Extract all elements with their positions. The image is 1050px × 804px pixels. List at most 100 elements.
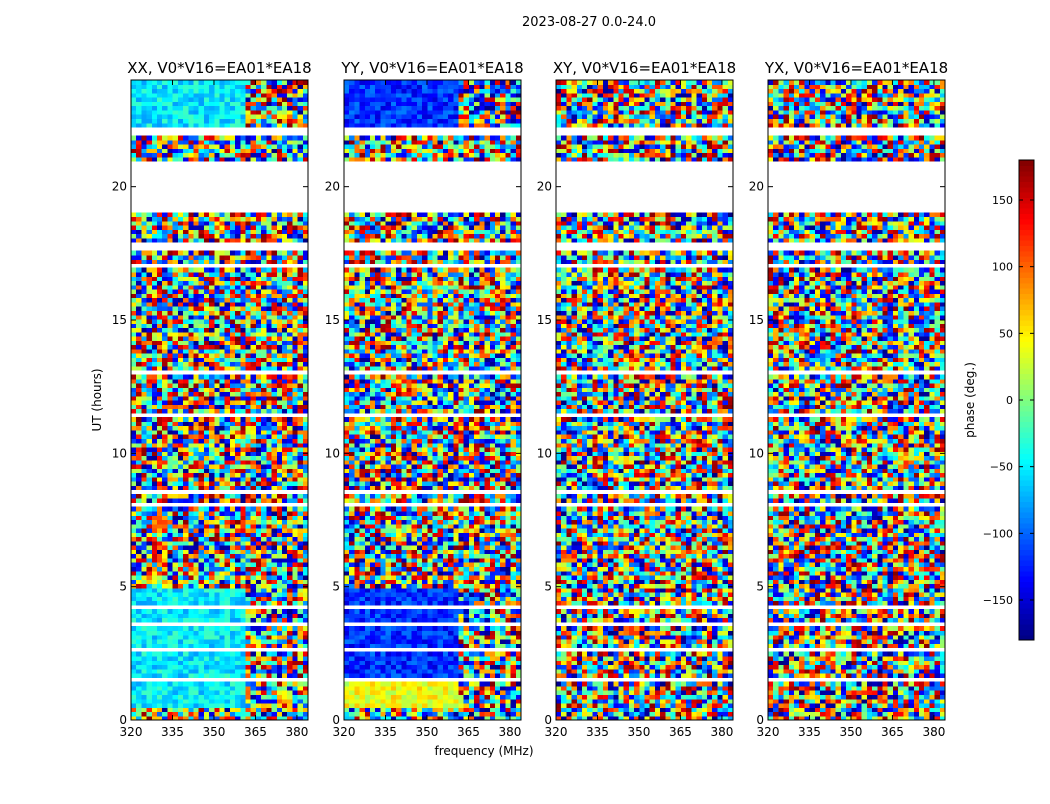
heatmap-cell	[230, 579, 236, 584]
heatmap-cell	[141, 703, 147, 708]
heatmap-cell	[292, 259, 298, 264]
heatmap-cell	[464, 703, 470, 708]
heatmap-cell	[360, 626, 366, 631]
heatmap-cell	[261, 400, 267, 405]
heatmap-cell	[141, 281, 147, 286]
heatmap-cell	[209, 144, 215, 149]
heatmap-cell	[209, 562, 215, 567]
heatmap-cell	[251, 281, 257, 286]
heatmap-cell	[412, 643, 418, 648]
heatmap-cell	[178, 259, 184, 264]
heatmap-cell	[204, 451, 210, 456]
heatmap-cell	[147, 626, 153, 631]
heatmap-cell	[157, 251, 163, 256]
heatmap-cell	[183, 468, 189, 473]
heatmap-cell	[131, 511, 137, 516]
heatmap-cell	[131, 298, 137, 303]
heatmap-cell	[277, 323, 283, 328]
heatmap-cell	[167, 93, 173, 98]
heatmap-cell	[256, 447, 262, 452]
heatmap-cell	[204, 566, 210, 571]
heatmap-cell	[131, 690, 137, 695]
heatmap-cell	[266, 426, 272, 431]
heatmap-cell	[261, 221, 267, 226]
heatmap-cell	[298, 289, 304, 294]
heatmap-cell	[199, 686, 205, 691]
heatmap-cell	[199, 259, 205, 264]
heatmap-cell	[251, 276, 257, 281]
heatmap-cell	[448, 660, 454, 665]
heatmap-cell	[406, 643, 412, 648]
heatmap-cell	[131, 315, 137, 320]
heatmap-cell	[277, 255, 283, 260]
heatmap-cell	[485, 639, 491, 644]
heatmap-cell	[209, 660, 215, 665]
heatmap-cell	[199, 601, 205, 606]
heatmap-cell	[277, 682, 283, 687]
heatmap-cell	[417, 656, 423, 661]
heatmap-cell	[157, 481, 163, 486]
heatmap-cell	[167, 686, 173, 691]
heatmap-cell	[230, 396, 236, 401]
heatmap-cell	[152, 310, 158, 315]
heatmap-cell	[438, 635, 444, 640]
heatmap-cell	[261, 562, 267, 567]
heatmap-cell	[141, 259, 147, 264]
heatmap-cell	[256, 485, 262, 490]
heatmap-cell	[220, 711, 226, 716]
heatmap-cell	[251, 336, 257, 341]
heatmap-cell	[167, 515, 173, 520]
heatmap-cell	[178, 652, 184, 657]
heatmap-cell	[147, 575, 153, 580]
heatmap-cell	[183, 144, 189, 149]
heatmap-cell	[246, 285, 252, 290]
heatmap-cell	[380, 707, 386, 712]
heatmap-cell	[157, 545, 163, 550]
heatmap-cell	[240, 673, 246, 678]
heatmap-cell	[147, 537, 153, 542]
heatmap-cell	[157, 455, 163, 460]
heatmap-cell	[147, 613, 153, 618]
heatmap-cell	[459, 626, 465, 631]
heatmap-cell	[365, 669, 371, 674]
heatmap-cell	[225, 473, 231, 478]
heatmap-cell	[272, 541, 278, 546]
heatmap-cell	[438, 711, 444, 716]
heatmap-cell	[287, 711, 293, 716]
heatmap-cell	[396, 665, 402, 670]
heatmap-cell	[147, 566, 153, 571]
heatmap-cell	[365, 643, 371, 648]
heatmap-cell	[193, 562, 199, 567]
heatmap-cell	[183, 528, 189, 533]
heatmap-cell	[298, 400, 304, 405]
heatmap-cell	[453, 626, 459, 631]
heatmap-cell	[287, 310, 293, 315]
heatmap-cell	[490, 665, 496, 670]
heatmap-cell	[204, 135, 210, 140]
heatmap-cell	[136, 106, 142, 111]
heatmap-cell	[152, 396, 158, 401]
heatmap-cell	[147, 511, 153, 516]
heatmap-cell	[298, 524, 304, 529]
heatmap-cell	[225, 114, 231, 119]
heatmap-cell	[193, 404, 199, 409]
heatmap-cell	[178, 409, 184, 414]
heatmap-cell	[261, 460, 267, 465]
heatmap-cell	[209, 609, 215, 614]
heatmap-cell	[141, 477, 147, 482]
heatmap-cell	[256, 298, 262, 303]
heatmap-cell	[157, 583, 163, 588]
heatmap-cell	[417, 652, 423, 657]
heatmap-cell	[292, 473, 298, 478]
heatmap-cell	[147, 123, 153, 128]
heatmap-cell	[406, 639, 412, 644]
heatmap-cell	[199, 421, 205, 426]
heatmap-cell	[251, 426, 257, 431]
heatmap-cell	[298, 135, 304, 140]
heatmap-cell	[152, 686, 158, 691]
heatmap-cell	[230, 140, 236, 145]
heatmap-cell	[141, 319, 147, 324]
heatmap-cell	[204, 366, 210, 371]
heatmap-cell	[292, 430, 298, 435]
heatmap-cell	[141, 630, 147, 635]
